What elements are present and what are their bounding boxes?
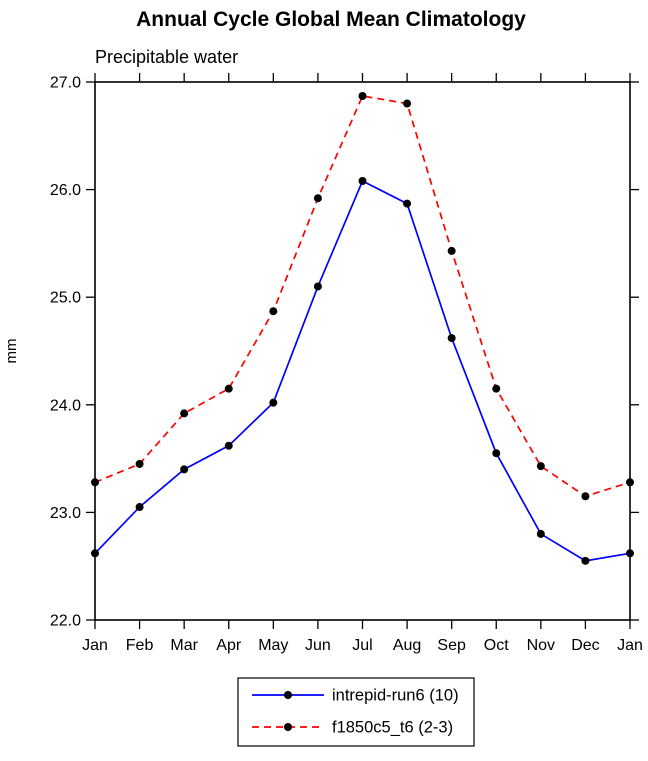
marker-dot — [447, 334, 456, 343]
series-line — [94, 95, 631, 498]
marker-dot — [447, 246, 456, 255]
marker-dot — [403, 99, 412, 108]
marker-dot — [626, 478, 634, 487]
marker-dot — [135, 503, 144, 512]
x-tick-label: Dec — [571, 637, 599, 654]
x-tick-label: Sep — [437, 637, 466, 654]
marker-dot — [224, 384, 233, 393]
y-tick-label: 27.0 — [50, 75, 81, 92]
y-axis-label: mm — [3, 339, 20, 364]
y-tick-label: 26.0 — [50, 182, 81, 199]
marker-dot — [492, 384, 501, 393]
marker-dot — [536, 529, 545, 538]
marker-dot — [403, 199, 412, 208]
y-tick-label: 22.0 — [50, 613, 81, 630]
legend-marker-dot — [284, 691, 292, 699]
chart-subtitle: Precipitable water — [95, 47, 238, 67]
marker-dot — [269, 307, 278, 316]
marker-dot — [358, 176, 367, 185]
legend-label-intrepid-run6: intrepid-run6 (10) — [332, 687, 459, 705]
marker-dot — [313, 194, 322, 203]
legend-label-f1850c5-t6: f1850c5_t6 (2-3) — [332, 719, 453, 737]
marker-dot — [91, 478, 99, 487]
marker-dot — [492, 449, 501, 458]
y-tick-label: 24.0 — [50, 397, 81, 414]
x-tick-label: Feb — [126, 637, 154, 654]
x-tick-label: Apr — [216, 637, 242, 654]
marker-dot — [224, 441, 233, 450]
marker-dot — [581, 492, 590, 501]
legend-marker-dot — [284, 723, 292, 731]
x-tick-label: Mar — [170, 637, 198, 654]
marker-dot — [135, 459, 144, 468]
marker-dot — [91, 549, 99, 558]
y-tick-label: 23.0 — [50, 505, 81, 522]
x-tick-label: May — [258, 637, 288, 654]
marker-dot — [358, 91, 367, 100]
marker-dot — [626, 549, 634, 558]
marker-dot — [581, 556, 590, 565]
marker-dot — [180, 465, 189, 474]
chart-title: Annual Cycle Global Mean Climatology — [136, 8, 526, 31]
x-tick-label: Aug — [393, 637, 421, 654]
legend: intrepid-run6 (10) f1850c5_t6 (2-3) — [237, 677, 475, 747]
marker-dot — [536, 462, 545, 471]
marker-dot — [313, 282, 322, 291]
marker-dot — [180, 409, 189, 418]
series-line — [94, 179, 631, 562]
x-tick-label: Jul — [352, 637, 372, 654]
x-tick-label: Oct — [484, 637, 509, 654]
x-tick-label: Nov — [527, 637, 555, 654]
marker-dot — [269, 398, 278, 407]
y-tick-label: 25.0 — [50, 290, 81, 307]
x-tick-label: Jan — [617, 637, 643, 654]
x-tick-label: Jun — [305, 637, 331, 654]
x-tick-label: Jan — [82, 637, 108, 654]
legend-box — [237, 677, 475, 747]
plot-layer: Jan Feb Mar Apr May Jun Jul Aug Sep Oct Nov Dec Jan2… — [50, 73, 643, 654]
